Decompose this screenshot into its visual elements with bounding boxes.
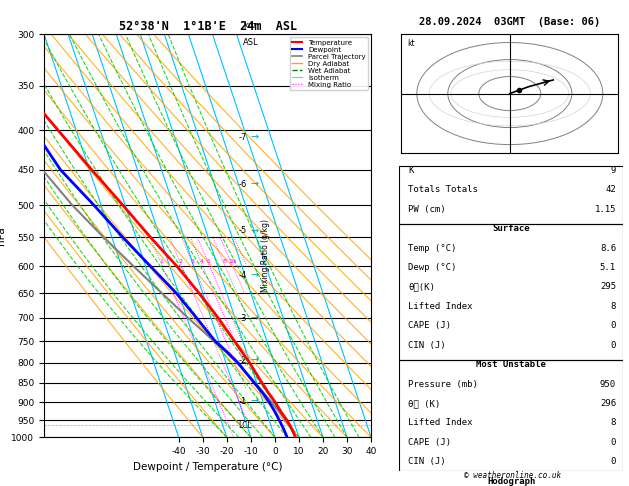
X-axis label: Dewpoint / Temperature (°C): Dewpoint / Temperature (°C) [133,462,282,472]
Text: 28.09.2024  03GMT  (Base: 06): 28.09.2024 03GMT (Base: 06) [419,17,600,27]
Text: θᴄ(K): θᴄ(K) [408,282,435,292]
Y-axis label: hPa: hPa [0,226,6,245]
Text: 0: 0 [611,341,616,350]
Text: 8: 8 [222,259,226,264]
Bar [399,224,623,360]
Text: Lifted Index: Lifted Index [408,302,473,311]
Text: Hodograph: Hodograph [487,477,535,486]
Text: 10: 10 [228,259,236,264]
Text: Dewp (°C): Dewp (°C) [408,263,457,272]
Text: 2: 2 [179,259,183,264]
Text: ASL: ASL [243,38,259,47]
Text: © weatheronline.co.uk: © weatheronline.co.uk [464,471,561,480]
Text: Lifted Index: Lifted Index [408,418,473,428]
Legend: Temperature, Dewpoint, Parcel Trajectory, Dry Adiabat, Wet Adiabat, Isotherm, Mi: Temperature, Dewpoint, Parcel Trajectory… [290,37,367,90]
Text: 0: 0 [611,457,616,466]
Title: 52°38'N  1°1B'E  24m  ASL: 52°38'N 1°1B'E 24m ASL [118,20,297,33]
Text: -2: -2 [238,356,247,365]
Text: -5: -5 [238,226,247,235]
Text: →: → [251,132,259,142]
Text: 8.6: 8.6 [600,243,616,253]
Text: 0: 0 [611,438,616,447]
Text: 950: 950 [600,380,616,389]
Text: Pressure (mb): Pressure (mb) [408,380,478,389]
Text: -6: -6 [238,180,247,189]
Text: 1: 1 [159,259,164,264]
Text: 3: 3 [191,259,195,264]
Text: PW (cm): PW (cm) [408,205,446,214]
Text: -4: -4 [238,271,247,279]
Text: 296: 296 [600,399,616,408]
Text: 4: 4 [200,259,204,264]
Text: →: → [251,356,259,365]
Bar [399,360,623,477]
Text: →: → [251,179,259,190]
Text: 42: 42 [605,185,616,194]
Text: km: km [243,21,256,30]
Text: -3: -3 [238,314,247,323]
Text: 5.1: 5.1 [600,263,616,272]
Text: →: → [251,397,259,406]
Text: Mixing Ratio (g/kg): Mixing Ratio (g/kg) [262,219,270,293]
Text: CAPE (J): CAPE (J) [408,321,452,330]
Text: Totals Totals: Totals Totals [408,185,478,194]
Text: θᴄ (K): θᴄ (K) [408,399,440,408]
Text: Temp (°C): Temp (°C) [408,243,457,253]
Text: K: K [408,166,414,175]
Text: 9: 9 [611,166,616,175]
Text: 8: 8 [611,302,616,311]
Text: 295: 295 [600,282,616,292]
Text: Most Unstable: Most Unstable [476,360,546,369]
Text: 0: 0 [611,321,616,330]
Text: 1.15: 1.15 [594,205,616,214]
Text: Surface: Surface [493,224,530,233]
Text: CIN (J): CIN (J) [408,341,446,350]
Text: 5: 5 [207,259,211,264]
Text: CIN (J): CIN (J) [408,457,446,466]
Text: CAPE (J): CAPE (J) [408,438,452,447]
Text: -1: -1 [238,397,247,406]
Text: LCL: LCL [238,421,252,430]
Text: 8: 8 [611,418,616,428]
Text: →: → [251,226,259,236]
Text: -7: -7 [238,133,247,141]
Text: kt: kt [408,39,415,48]
Bar [399,166,623,224]
Text: →: → [251,313,259,323]
Bar [399,471,623,477]
Text: →: → [251,270,259,280]
